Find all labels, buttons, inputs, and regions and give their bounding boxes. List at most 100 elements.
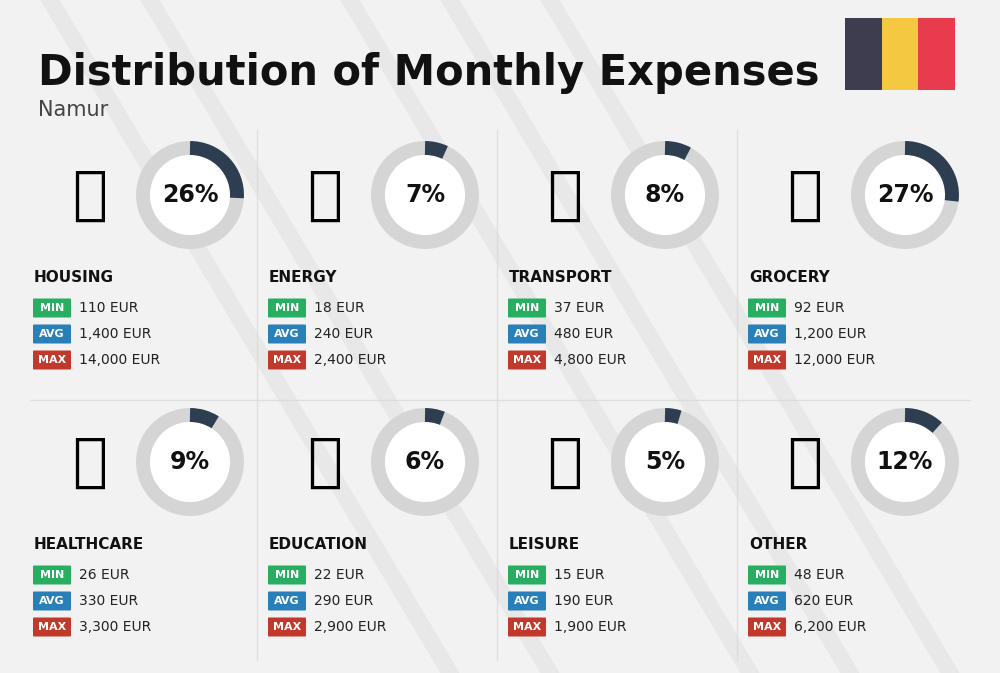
Text: 22 EUR: 22 EUR: [314, 568, 364, 582]
Text: 26 EUR: 26 EUR: [79, 568, 130, 582]
FancyBboxPatch shape: [33, 592, 71, 610]
FancyBboxPatch shape: [508, 592, 546, 610]
FancyBboxPatch shape: [508, 565, 546, 584]
Text: 14,000 EUR: 14,000 EUR: [79, 353, 160, 367]
FancyBboxPatch shape: [268, 618, 306, 637]
FancyBboxPatch shape: [33, 618, 71, 637]
FancyBboxPatch shape: [508, 324, 546, 343]
Text: MIN: MIN: [755, 303, 779, 313]
Bar: [882, 18, 918, 90]
Text: OTHER: OTHER: [749, 537, 807, 552]
Text: 6,200 EUR: 6,200 EUR: [794, 620, 866, 634]
Text: Namur: Namur: [38, 100, 108, 120]
FancyBboxPatch shape: [268, 351, 306, 369]
FancyBboxPatch shape: [268, 299, 306, 318]
Text: MAX: MAX: [273, 622, 301, 632]
Text: MIN: MIN: [515, 303, 539, 313]
Text: 18 EUR: 18 EUR: [314, 301, 365, 315]
Text: MAX: MAX: [513, 622, 541, 632]
Text: 5%: 5%: [645, 450, 685, 474]
Text: HEALTHCARE: HEALTHCARE: [34, 537, 144, 552]
FancyBboxPatch shape: [33, 324, 71, 343]
Text: MIN: MIN: [40, 570, 64, 580]
Text: 48 EUR: 48 EUR: [794, 568, 844, 582]
Text: AVG: AVG: [39, 329, 65, 339]
Text: MAX: MAX: [38, 355, 66, 365]
FancyBboxPatch shape: [268, 565, 306, 584]
Text: 🔌: 🔌: [308, 166, 342, 223]
Text: 1,900 EUR: 1,900 EUR: [554, 620, 626, 634]
Text: 🏥: 🏥: [72, 433, 108, 491]
Text: LEISURE: LEISURE: [509, 537, 580, 552]
FancyBboxPatch shape: [268, 592, 306, 610]
Bar: [845, 18, 882, 90]
Text: 12%: 12%: [877, 450, 933, 474]
Text: AVG: AVG: [274, 596, 300, 606]
Text: 620 EUR: 620 EUR: [794, 594, 853, 608]
Text: 2,900 EUR: 2,900 EUR: [314, 620, 386, 634]
Text: 🚌: 🚌: [548, 166, 582, 223]
Circle shape: [624, 421, 706, 503]
Text: 2,400 EUR: 2,400 EUR: [314, 353, 386, 367]
FancyBboxPatch shape: [748, 299, 786, 318]
Text: AVG: AVG: [754, 329, 780, 339]
FancyBboxPatch shape: [508, 351, 546, 369]
Text: ENERGY: ENERGY: [269, 270, 338, 285]
Circle shape: [864, 154, 946, 236]
Text: TRANSPORT: TRANSPORT: [509, 270, 612, 285]
Text: AVG: AVG: [514, 329, 540, 339]
Text: 6%: 6%: [405, 450, 445, 474]
FancyBboxPatch shape: [748, 565, 786, 584]
Text: 💰: 💰: [788, 433, 822, 491]
Circle shape: [149, 421, 231, 503]
Text: MAX: MAX: [273, 355, 301, 365]
Text: 🛍: 🛍: [548, 433, 582, 491]
Text: 15 EUR: 15 EUR: [554, 568, 604, 582]
Text: 🎓: 🎓: [308, 433, 342, 491]
Text: 27%: 27%: [877, 183, 933, 207]
Text: 110 EUR: 110 EUR: [79, 301, 138, 315]
Bar: [918, 18, 955, 90]
Text: EDUCATION: EDUCATION: [269, 537, 368, 552]
Text: 290 EUR: 290 EUR: [314, 594, 373, 608]
FancyBboxPatch shape: [508, 299, 546, 318]
FancyBboxPatch shape: [33, 565, 71, 584]
Text: 190 EUR: 190 EUR: [554, 594, 613, 608]
FancyBboxPatch shape: [748, 592, 786, 610]
Text: 240 EUR: 240 EUR: [314, 327, 373, 341]
Text: MIN: MIN: [275, 303, 299, 313]
Text: MAX: MAX: [753, 622, 781, 632]
Text: AVG: AVG: [39, 596, 65, 606]
Text: 9%: 9%: [170, 450, 210, 474]
Text: MAX: MAX: [513, 355, 541, 365]
Text: MIN: MIN: [40, 303, 64, 313]
Text: 26%: 26%: [162, 183, 218, 207]
FancyBboxPatch shape: [33, 351, 71, 369]
FancyBboxPatch shape: [748, 618, 786, 637]
Text: HOUSING: HOUSING: [34, 270, 114, 285]
Text: 37 EUR: 37 EUR: [554, 301, 604, 315]
Circle shape: [864, 421, 946, 503]
Text: MIN: MIN: [275, 570, 299, 580]
Text: MAX: MAX: [753, 355, 781, 365]
Text: 🏢: 🏢: [72, 166, 108, 223]
Text: 92 EUR: 92 EUR: [794, 301, 844, 315]
Text: MAX: MAX: [38, 622, 66, 632]
Circle shape: [384, 421, 466, 503]
Text: 🛒: 🛒: [788, 166, 822, 223]
Text: 1,200 EUR: 1,200 EUR: [794, 327, 866, 341]
FancyBboxPatch shape: [33, 299, 71, 318]
Text: AVG: AVG: [274, 329, 300, 339]
Text: Distribution of Monthly Expenses: Distribution of Monthly Expenses: [38, 52, 820, 94]
Text: 480 EUR: 480 EUR: [554, 327, 613, 341]
Circle shape: [624, 154, 706, 236]
Text: AVG: AVG: [514, 596, 540, 606]
Text: GROCERY: GROCERY: [749, 270, 830, 285]
Text: MIN: MIN: [755, 570, 779, 580]
FancyBboxPatch shape: [268, 324, 306, 343]
Text: 8%: 8%: [645, 183, 685, 207]
Text: 12,000 EUR: 12,000 EUR: [794, 353, 875, 367]
Text: 3,300 EUR: 3,300 EUR: [79, 620, 151, 634]
Text: 1,400 EUR: 1,400 EUR: [79, 327, 151, 341]
Text: 4,800 EUR: 4,800 EUR: [554, 353, 626, 367]
